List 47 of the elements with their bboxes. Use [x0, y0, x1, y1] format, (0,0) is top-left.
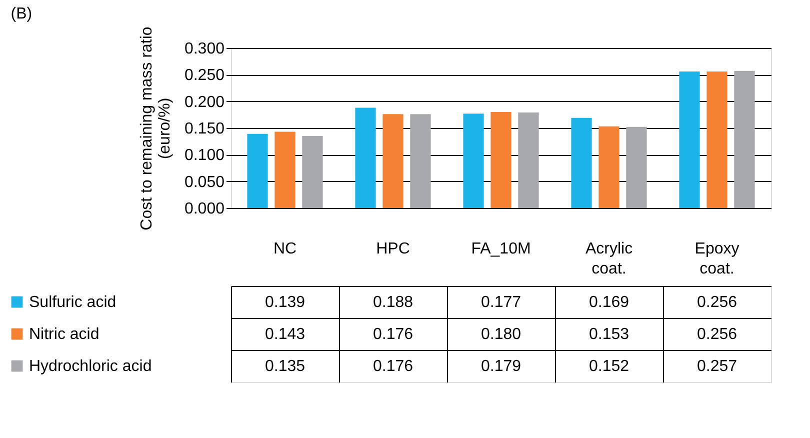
bar: [355, 108, 376, 208]
text: (B): [10, 6, 32, 23]
x-tick-label: Epoxy coat.: [694, 240, 740, 278]
bar: [626, 126, 647, 208]
y-tick-label: 0.100: [184, 147, 225, 164]
legend-label: Hydrochloric acid: [29, 358, 152, 375]
data-label: 0.143: [264, 326, 306, 343]
y-tick-label: 0.200: [184, 94, 225, 111]
x-tick-label: HPC: [376, 240, 410, 258]
data-label: 0.177: [480, 294, 522, 311]
bar: [679, 71, 700, 208]
data-label: 0.256: [696, 294, 738, 311]
data-label: 0.135: [264, 358, 306, 375]
data-label: 0.257: [696, 358, 738, 375]
data-label: 0.188: [372, 294, 414, 311]
bar: [463, 114, 484, 208]
bar: [734, 70, 755, 208]
y-tick-label: 0.250: [184, 67, 225, 84]
bar: [706, 71, 728, 208]
data-label: 0.153: [588, 326, 630, 343]
data-label: 0.176: [372, 326, 414, 343]
bar: [598, 126, 620, 208]
legend-label: Nitric acid: [29, 326, 100, 343]
y-axis-title: Cost to remaining mass ratio (euro/%): [138, 26, 174, 230]
data-label: 0.169: [588, 294, 630, 311]
data-label: 0.152: [588, 358, 630, 375]
x-tick-label: NC: [273, 240, 297, 258]
bar: [274, 132, 296, 208]
y-tick-label: 0.300: [184, 40, 225, 58]
data-label: 0.179: [480, 358, 522, 375]
bar: [302, 136, 323, 208]
bar: [247, 134, 268, 208]
y-tick-label: 0.000: [184, 200, 225, 218]
bar: [490, 112, 512, 208]
bar: [571, 118, 592, 208]
y-tick-label: 0.050: [184, 174, 225, 191]
x-tick-label: FA_10M: [471, 240, 531, 258]
data-label: 0.176: [372, 358, 414, 375]
bar: [382, 114, 404, 208]
data-label: 0.180: [480, 326, 522, 343]
bar: [518, 112, 539, 208]
x-tick-label: Acrylic coat.: [585, 240, 633, 278]
legend-label: Sulfuric acid: [29, 294, 116, 311]
bar: [410, 114, 431, 208]
data-label: 0.256: [696, 326, 738, 343]
y-tick-label: 0.150: [184, 120, 225, 138]
data-label: 0.139: [264, 294, 306, 311]
